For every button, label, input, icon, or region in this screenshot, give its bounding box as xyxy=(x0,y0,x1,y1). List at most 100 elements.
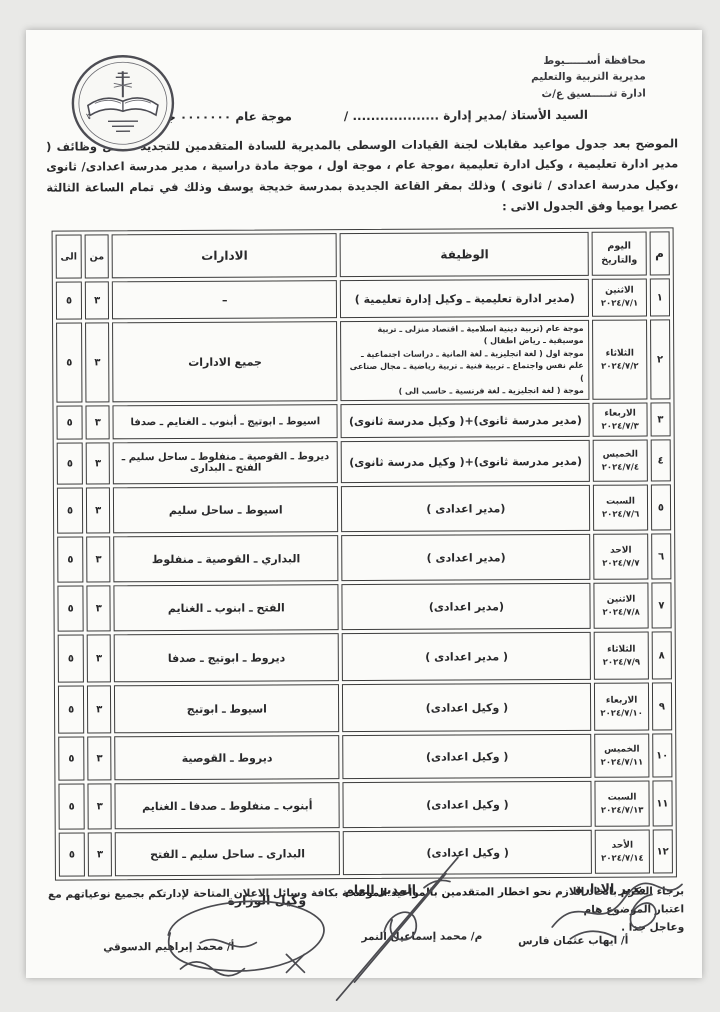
cell-num: ٨ xyxy=(651,631,672,680)
cell-day-date: الاحد ٢٠٢٤/٧/٧ xyxy=(593,533,649,581)
date-value: ٢٠٢٤/٧/٣ xyxy=(601,421,639,432)
cell-day-date: الاثنين ٢٠٢٤/٧/١ xyxy=(592,278,647,317)
date-value: ٢٠٢٤/٧/١٤ xyxy=(601,853,644,864)
day-name: الاثنين xyxy=(605,285,634,297)
cell-position: ( وكيل اعدادى) xyxy=(342,830,593,876)
table-row: ١ الاثنين ٢٠٢٤/٧/١ (مدير ادارة تعليمية ـ… xyxy=(55,278,671,320)
cell-position: (مدير مدرسة ثانوى)+( وكيل مدرسة ثانوى) xyxy=(340,403,591,439)
day-name: الخميس xyxy=(602,449,639,460)
header-to: الى xyxy=(55,234,82,279)
date-value: ٢٠٢٤/٧/١ xyxy=(600,298,639,310)
date-value: ٢٠٢٤/٧/٦ xyxy=(601,509,640,520)
table-row: ٨ الثلاثاء ٢٠٢٤/٧/٩ ( مدير اعدادى ) ديرو… xyxy=(57,631,672,683)
day-name: الاربعاء xyxy=(604,408,636,419)
header-position: الوظيفة xyxy=(339,231,590,278)
cell-position: ( وكيل اعدادى) xyxy=(342,683,592,733)
scanned-document-page: مديرية التربية والتعليم باسيوط محافظة أس… xyxy=(24,28,705,1002)
table-row: ٤ الخميس ٢٠٢٤/٧/٤ (مدير مدرسة ثانوى)+( و… xyxy=(56,439,671,485)
cell-num: ٤ xyxy=(650,439,671,482)
day-name: الاثنين xyxy=(606,594,636,605)
cell-num: ٥ xyxy=(650,484,672,531)
date-value: ٢٠٢٤/٧/٨ xyxy=(602,607,640,618)
cell-to: ٥ xyxy=(57,585,84,632)
document-content: مديرية التربية والتعليم باسيوط محافظة أس… xyxy=(24,28,705,1002)
cell-position: (مدير مدرسة ثانوى)+( وكيل مدرسة ثانوى) xyxy=(340,440,591,484)
cell-day-date: الثلاثاء ٢٠٢٤/٧/٩ xyxy=(594,631,649,681)
cell-to: ٥ xyxy=(58,736,85,781)
cell-position: ( وكيل اعدادى) xyxy=(342,734,592,780)
cell-to: ٥ xyxy=(57,685,85,734)
signature-name-general-manager: م/ محمد إسماعيل النمر xyxy=(361,930,483,944)
signature-name-director: أ/ ايهاب عثمان فارس xyxy=(518,934,629,948)
cell-to: ٥ xyxy=(56,487,84,534)
date-value: ٢٠٢٤/٧/٩ xyxy=(602,657,641,668)
cell-to: ٥ xyxy=(56,322,83,403)
cell-position: (مدير اعدادى ) xyxy=(341,485,591,533)
cell-position: ( وكيل اعدادى) xyxy=(342,781,593,829)
table-row: ٣ الاربعاء ٢٠٢٤/٧/٣ (مدير مدرسة ثانوى)+(… xyxy=(56,402,671,440)
day-name: الاحد xyxy=(610,545,632,556)
day-name: الثلاثاء xyxy=(605,348,634,359)
header-day-date: اليوم والتاريخ xyxy=(592,231,647,276)
cell-day-date: الخميس ٢٠٢٤/٧/١١ xyxy=(594,733,650,779)
cell-departments: اسيوط ـ ساحل سليم xyxy=(113,486,339,534)
cell-num: ١٢ xyxy=(652,829,673,874)
day-name: الأحد xyxy=(611,840,634,851)
table-row: ٩ الاربعاء ٢٠٢٤/٧/١٠ ( وكيل اعدادى) اسيو… xyxy=(57,682,673,734)
day-name: الثلاثاء xyxy=(607,644,636,655)
table-row: ٢ الثلاثاء ٢٠٢٤/٧/٢ موجة عام (تربية ديني… xyxy=(56,319,671,403)
table-header-row: م اليوم والتاريخ الوظيفة الادارات من الى xyxy=(55,231,670,279)
header-num: م xyxy=(649,231,670,276)
signature-title-undersecretary: وكيل الوزارة xyxy=(227,892,307,908)
cell-num: ٦ xyxy=(650,533,672,580)
cell-position: (مدير ادارة تعليمية ـ وكيل إدارة تعليمية… xyxy=(340,278,590,319)
cell-num: ٧ xyxy=(651,582,672,629)
cell-departments: البداري ـ القوصية ـ منفلوط xyxy=(113,535,339,583)
cell-from: ٣ xyxy=(85,322,110,403)
date-value: ٢٠٢٤/٧/١١ xyxy=(600,757,644,768)
date-value: ٢٠٢٤/٧/٧ xyxy=(602,558,640,569)
cell-to: ٥ xyxy=(56,405,83,440)
cell-from: ٣ xyxy=(86,585,111,632)
cell-position: ( مدير اعدادى ) xyxy=(341,632,592,682)
cell-position: موجة عام (تربية دينية اسلامية ـ اقتصاد م… xyxy=(340,319,590,402)
directorate-seal-logo: مديرية التربية والتعليم باسيوط xyxy=(68,53,175,152)
table-row: ٦ الاحد ٢٠٢٤/٧/٧ (مدير اعدادى ) البداري … xyxy=(57,533,672,583)
cell-num: ٢ xyxy=(649,319,671,400)
cell-from: ٣ xyxy=(87,832,113,877)
cell-to: ٥ xyxy=(57,536,84,583)
cell-departments: ديروط ـ القوصية xyxy=(114,735,340,781)
signature-name-undersecretary: أ/ محمد إبراهيم الدسوقي xyxy=(103,940,235,954)
day-name: السبت xyxy=(607,792,637,803)
date-value: ٢٠٢٤/٧/١٠ xyxy=(600,708,643,719)
signature-title-director: مدير الادارة xyxy=(575,880,647,896)
table-row: ١٠ الخميس ٢٠٢٤/٧/١١ ( وكيل اعدادى) ديروط… xyxy=(58,733,673,781)
cell-departments: اسيوط ـ ابوتيج xyxy=(114,684,340,734)
cell-departments: الفتح ـ ابنوب ـ الغنايم xyxy=(113,584,339,632)
cell-from: ٣ xyxy=(84,281,110,320)
cell-day-date: الخميس ٢٠٢٤/٧/٤ xyxy=(593,439,648,483)
cell-departments: ديروط ـ القوصية ـ منفلوط ـ ساحل سليم ـ ا… xyxy=(112,441,339,485)
table-row: ٥ السبت ٢٠٢٤/٧/٦ (مدير اعدادى ) اسيوط ـ … xyxy=(56,484,672,534)
cell-num: ١ xyxy=(649,278,671,317)
table-row: ١١ السبت ٢٠٢٤/٧/١٣ ( وكيل اعدادى) أبنوب … xyxy=(58,780,673,830)
cell-departments: جميع الادارات xyxy=(112,321,338,403)
cell-to: ٥ xyxy=(56,442,84,485)
cell-from: ٣ xyxy=(85,442,111,485)
date-value: ٢٠٢٤/٧/٤ xyxy=(601,462,640,473)
table-row: ٧ الاثنين ٢٠٢٤/٧/٨ (مدير اعدادى) الفتح ـ… xyxy=(57,582,672,632)
cell-from: ٣ xyxy=(86,487,111,534)
cell-position: (مدير اعدادى ) xyxy=(341,534,591,582)
cell-to: ٥ xyxy=(55,281,83,320)
cell-from: ٣ xyxy=(87,736,112,781)
day-name: الاربعاء xyxy=(605,695,638,706)
cell-num: ٩ xyxy=(651,682,673,731)
cell-departments: البدارى ـ ساحل سليم ـ الفتح xyxy=(114,831,341,877)
cell-departments: اسيوط ـ ابوتيج ـ أبنوب ـ الغنايم ـ صدفا xyxy=(112,404,338,440)
cell-day-date: السبت ٢٠٢٤/٧/١٣ xyxy=(594,780,650,828)
cell-to: ٥ xyxy=(57,634,85,683)
header-from: من xyxy=(84,234,110,279)
cell-day-date: الاربعاء ٢٠٢٤/٧/٣ xyxy=(592,402,648,438)
signature-title-general-manager: المدير العام xyxy=(344,881,417,898)
cell-from: ٣ xyxy=(86,536,111,583)
